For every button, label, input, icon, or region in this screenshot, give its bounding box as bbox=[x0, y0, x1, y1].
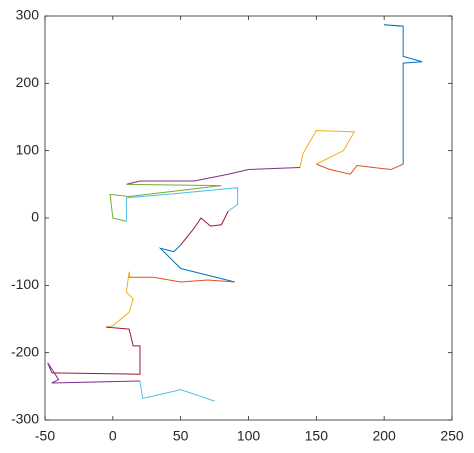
plot-box bbox=[44, 15, 453, 421]
walk-line bbox=[139, 380, 215, 402]
x-tick-label: 50 bbox=[173, 428, 189, 444]
x-tick-label: -50 bbox=[35, 428, 55, 444]
x-tick-label: 250 bbox=[440, 428, 464, 444]
walk-line bbox=[316, 163, 404, 175]
walk-line bbox=[125, 187, 239, 222]
walk-line bbox=[126, 167, 301, 185]
walk-line bbox=[128, 271, 235, 283]
walk-line bbox=[180, 211, 229, 246]
x-tick-label: 150 bbox=[305, 428, 329, 444]
walk-line bbox=[158, 244, 236, 283]
walk-line bbox=[105, 271, 134, 328]
x-tick-label: 0 bbox=[109, 428, 117, 444]
walk-line bbox=[47, 362, 140, 384]
y-tick-label: -300 bbox=[11, 411, 39, 427]
y-tick-label: -100 bbox=[11, 276, 39, 292]
walk-line bbox=[109, 183, 222, 222]
x-tick-label: 200 bbox=[372, 428, 396, 444]
y-tick-label: -200 bbox=[11, 343, 39, 359]
walk-line bbox=[384, 24, 423, 165]
y-tick-label: 200 bbox=[16, 74, 40, 90]
x-tick-label: 100 bbox=[237, 428, 261, 444]
walk-line bbox=[51, 326, 141, 375]
walk-line bbox=[299, 129, 356, 168]
y-tick-label: 100 bbox=[16, 141, 40, 157]
y-tick-label: 300 bbox=[16, 7, 40, 23]
y-tick-label: 0 bbox=[31, 209, 39, 225]
